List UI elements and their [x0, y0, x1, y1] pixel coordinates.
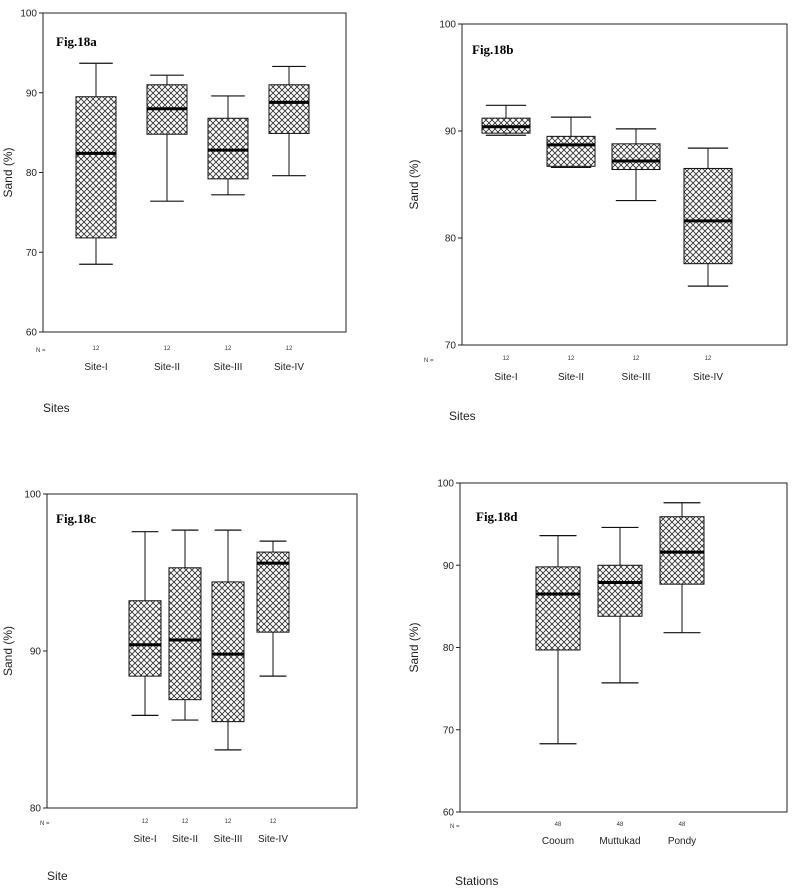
x-category-label: Site-II: [154, 362, 180, 373]
panel-c: 80 90 100 Fig.18c Sand (%) Site N = 12 Site-I 12 S…: [1, 490, 358, 883]
iqr-box: [611, 143, 661, 171]
plot-frame: [46, 493, 358, 809]
x-category-label: Cooum: [542, 836, 574, 847]
iqr-box: [268, 84, 310, 134]
x-category-label: Site-II: [172, 834, 198, 845]
n-value: 12: [270, 819, 277, 825]
iqr-box: [211, 581, 245, 723]
y-axis-label: Sand (%): [407, 622, 421, 672]
y-axis-label: Sand (%): [1, 626, 15, 676]
y-tick-label: 70: [443, 725, 455, 736]
panel-b: 70 80 90 100 Fig.18b Sand (%) Sites N = 12 Site-I…: [407, 20, 788, 423]
n-value: 12: [225, 819, 232, 825]
x-category-label: Site-III: [214, 834, 243, 845]
n-value: 48: [617, 822, 624, 828]
y-tick-label: 80: [30, 804, 42, 815]
box-Site-IV: 12 Site-IV: [683, 147, 733, 383]
n-value: 12: [705, 356, 712, 362]
n-value: 48: [679, 822, 686, 828]
n-value: 12: [182, 819, 189, 825]
n-value: 12: [164, 346, 171, 352]
x-axis-label: Stations: [455, 874, 498, 888]
x-category-label: Site-IV: [274, 362, 304, 373]
n-value: 12: [142, 819, 149, 825]
panel-a: 60 70 80 90 100 Fig.18a Sand (%) Sites N = 12 Site…: [1, 9, 347, 415]
figure-title: Fig.18c: [56, 511, 96, 526]
x-axis-label: Sites: [449, 409, 476, 423]
iqr-box: [597, 564, 643, 617]
n-value: 12: [503, 356, 510, 362]
box-Site-IV: 12 Site-IV: [268, 65, 310, 373]
y-tick-label: 100: [24, 490, 41, 501]
n-value: 12: [286, 346, 293, 352]
x-category-label: Site-III: [214, 362, 243, 373]
n-value: 12: [93, 346, 100, 352]
x-category-label: Site-III: [622, 372, 651, 383]
box-Site-III: 12 Site-III: [207, 95, 249, 373]
y-tick-label: 60: [26, 328, 38, 339]
n-label: N =: [424, 358, 434, 364]
box-Site-I: 12 Site-I: [75, 62, 117, 373]
n-value: 12: [633, 356, 640, 362]
n-label: N =: [36, 348, 46, 354]
box-Site-III: 12 Site-III: [611, 128, 661, 383]
box-Cooum: 48 Cooum: [535, 535, 581, 847]
iqr-box: [168, 567, 202, 701]
iqr-box: [546, 135, 596, 167]
n-value: 48: [555, 822, 562, 828]
plot-frame: [459, 482, 788, 813]
box-Site-I: 12 Site-I: [128, 531, 162, 845]
iqr-box: [128, 600, 162, 677]
iqr-box: [207, 117, 249, 180]
x-category-label: Muttukad: [599, 836, 640, 847]
box-Site-III: 12 Site-III: [211, 529, 245, 845]
y-tick-label: 90: [26, 88, 38, 99]
iqr-box: [683, 167, 733, 265]
y-tick-label: 60: [443, 808, 455, 819]
iqr-box: [535, 566, 581, 651]
x-category-label: Site-IV: [258, 834, 288, 845]
x-category-label: Site-I: [84, 362, 107, 373]
y-axis-label: Sand (%): [1, 147, 15, 197]
x-category-label: Site-II: [558, 372, 584, 383]
figure-title: Fig.18a: [56, 34, 97, 49]
y-tick-label: 90: [445, 127, 457, 138]
box-Site-IV: 12 Site-IV: [256, 540, 290, 845]
y-tick-label: 90: [443, 561, 455, 572]
n-label: N =: [450, 824, 460, 830]
x-axis-label: Sites: [43, 401, 70, 415]
y-tick-label: 100: [439, 20, 456, 31]
n-value: 12: [225, 346, 232, 352]
y-tick-label: 70: [26, 248, 38, 259]
n-label: N =: [40, 821, 50, 827]
x-category-label: Pondy: [668, 836, 696, 847]
box-Site-II: 12 Site-II: [546, 116, 596, 383]
y-tick-label: 80: [443, 643, 455, 654]
box-Muttukad: 48 Muttukad: [597, 526, 643, 847]
box-Site-I: 12 Site-I: [481, 104, 531, 383]
y-tick-label: 80: [26, 168, 38, 179]
box-Site-II: 12 Site-II: [168, 529, 202, 845]
y-tick-label: 100: [20, 9, 37, 20]
y-tick-label: 80: [445, 234, 457, 245]
x-category-label: Site-I: [133, 834, 156, 845]
x-category-label: Site-I: [494, 372, 517, 383]
y-tick-label: 70: [445, 341, 457, 352]
y-tick-label: 100: [437, 479, 454, 490]
iqr-box: [256, 551, 290, 633]
box-Site-II: 12 Site-II: [146, 74, 188, 373]
x-category-label: Site-IV: [693, 372, 723, 383]
figure-title: Fig.18b: [472, 42, 514, 57]
x-axis-label: Site: [47, 869, 68, 883]
box-Pondy: 48 Pondy: [659, 502, 705, 847]
figure-title: Fig.18d: [476, 509, 518, 524]
y-axis-label: Sand (%): [407, 159, 421, 209]
iqr-box: [659, 516, 705, 585]
n-value: 12: [568, 356, 575, 362]
iqr-box: [75, 96, 117, 239]
y-tick-label: 90: [30, 647, 42, 658]
panel-d: 60 70 80 90 100 Fig.18d Sand (%) Stations N = 48 C…: [407, 479, 788, 888]
plot-frame: [461, 23, 788, 346]
